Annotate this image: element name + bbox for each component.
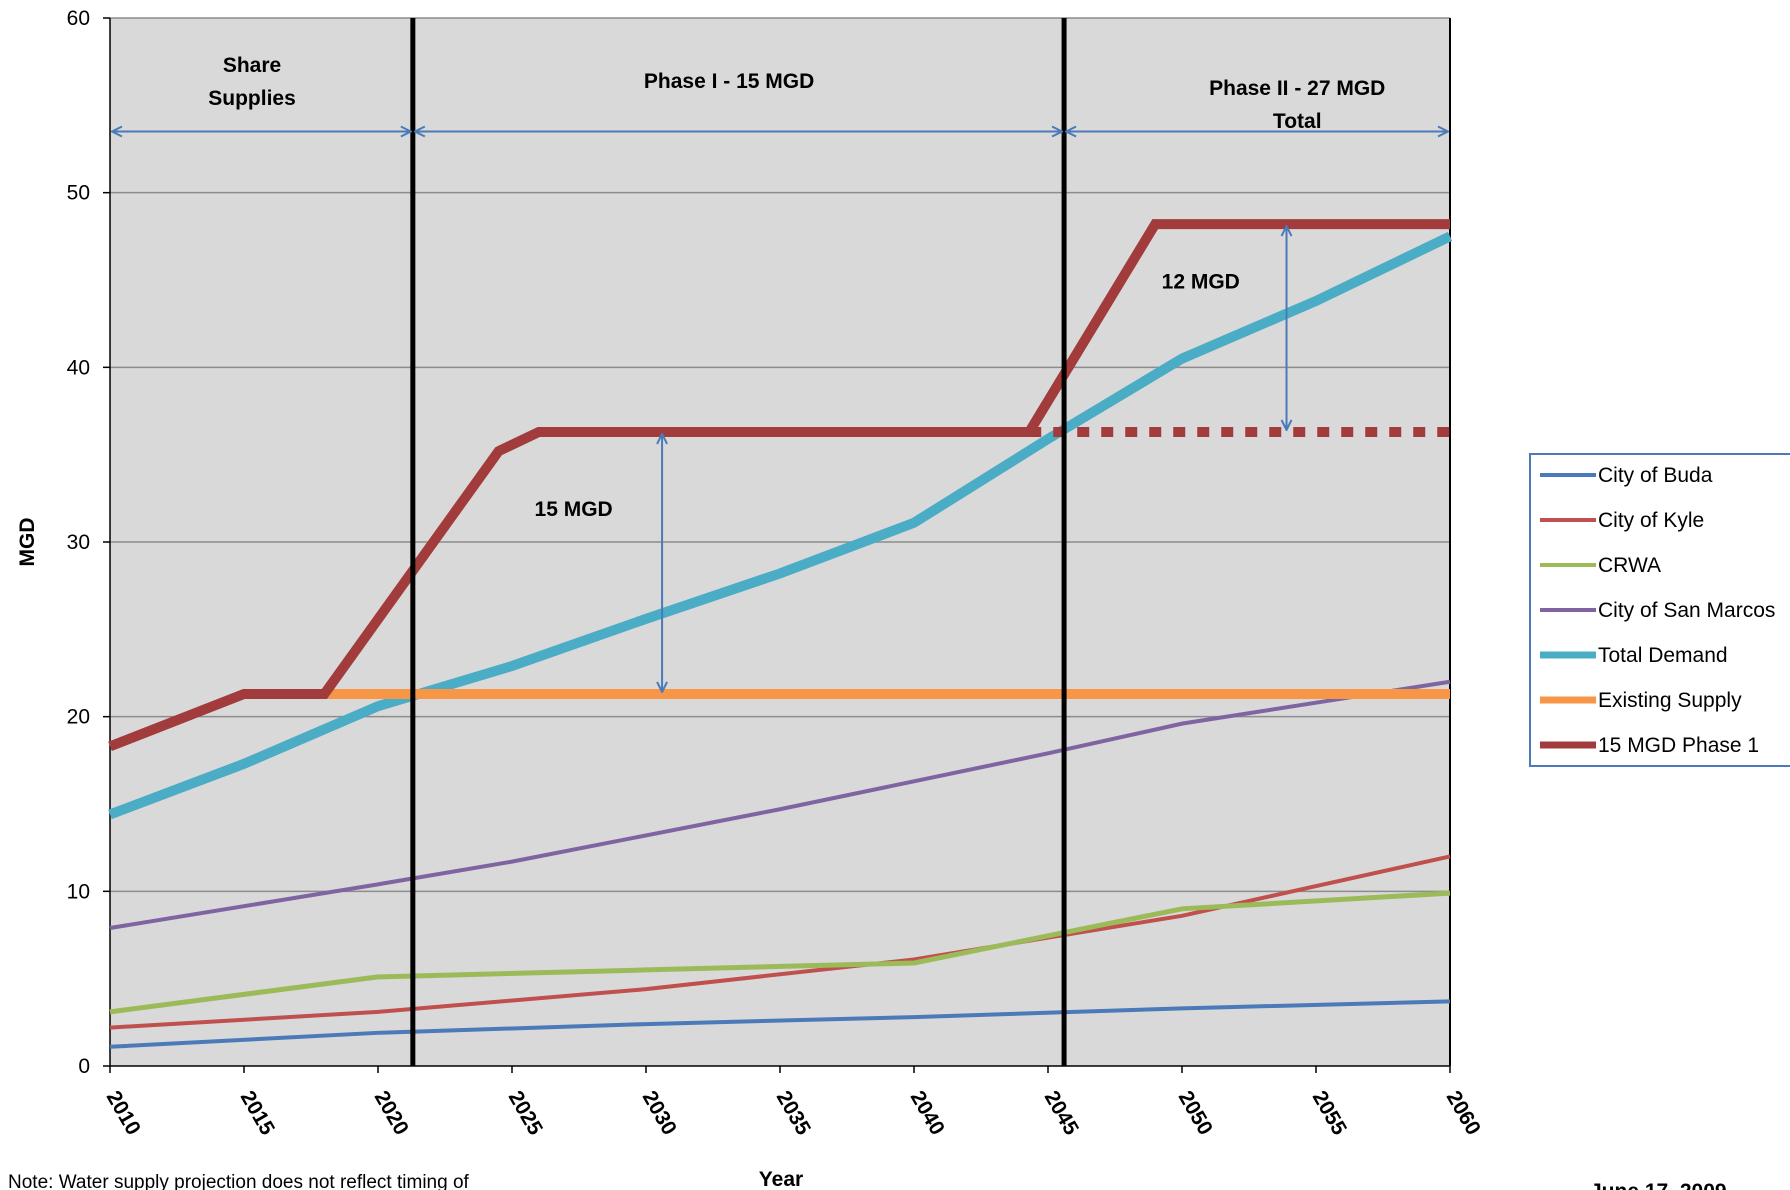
legend: City of Buda City of Kyle CRWA City of San … [1529, 453, 1790, 767]
phase-label: Phase II - 27 MGD [1209, 77, 1385, 100]
series-total-demand [108, 231, 1453, 820]
series-15-mgd-phase-1 [108, 219, 1450, 752]
legend-item-label: City of Buda [1598, 464, 1713, 487]
gap-label: 15 MGD [535, 498, 613, 521]
x-tick-label: 2040 [906, 1087, 949, 1139]
x-tick-label: 2030 [638, 1087, 681, 1139]
series-crwa [109, 890, 1451, 1015]
series-layer [108, 219, 1453, 1049]
legend-item-label: Total Demand [1598, 644, 1728, 667]
y-tick-label: 50 [67, 182, 90, 205]
y-tick-label: 10 [67, 880, 90, 903]
legend-item-label: CRWA [1598, 554, 1661, 577]
gap-label: 12 MGD [1162, 271, 1240, 294]
date-text: June 17, 2009 [1590, 1180, 1727, 1190]
x-tick-label: 2045 [1040, 1087, 1083, 1139]
x-tick-label: 2020 [370, 1087, 413, 1139]
legend-item-label: 15 MGD Phase 1 [1598, 734, 1759, 757]
legend-item-label: City of Kyle [1598, 509, 1704, 532]
legend-item-label: City of San Marcos [1598, 599, 1775, 622]
series-city-of-san-marcos [109, 679, 1451, 930]
x-tick-label: 2015 [236, 1087, 279, 1139]
annotations-layer: Share Supplies Phase I - 15 MGD Phase II - … [112, 54, 1448, 692]
note-text: Note: Water supply projection does not r… [8, 1172, 470, 1190]
x-tick-label: 2050 [1174, 1087, 1217, 1139]
phase-label: Phase I - 15 MGD [644, 70, 814, 93]
x-tick-label: 2055 [1308, 1087, 1351, 1139]
y-tick-label: 20 [67, 706, 90, 729]
x-axis-label: Year [759, 1168, 803, 1190]
x-tick-label: 2010 [102, 1087, 145, 1139]
series-city-of-buda [109, 999, 1451, 1049]
phase-dividers [410, 18, 1067, 1066]
y-axis-label: MGD [16, 518, 39, 567]
x-tick-label: 2025 [504, 1087, 547, 1139]
y-tick-label: 40 [67, 356, 90, 379]
phase-label: Total [1273, 110, 1322, 133]
x-tick-label: 2060 [1442, 1087, 1485, 1139]
x-tick-label: 2035 [772, 1087, 815, 1139]
y-tick-label: 0 [78, 1055, 90, 1078]
legend-item-label: Existing Supply [1598, 689, 1742, 712]
phase-label: Share [223, 54, 281, 77]
y-tick-label: 30 [67, 531, 90, 554]
y-tick-label: 60 [67, 7, 90, 30]
phase-label: Supplies [208, 87, 296, 110]
